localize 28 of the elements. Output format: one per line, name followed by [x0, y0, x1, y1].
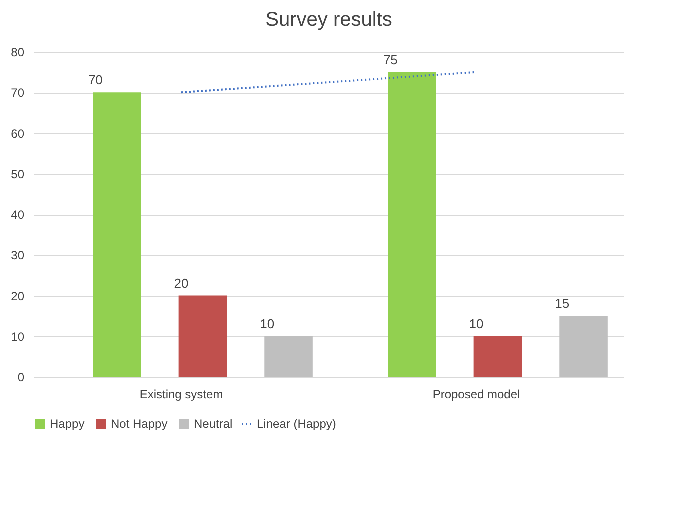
data-label: 15 [555, 296, 570, 312]
bar [560, 316, 608, 377]
y-tick-label: 50 [11, 167, 25, 182]
data-label: 10 [469, 316, 484, 332]
y-tick-label: 10 [11, 330, 25, 344]
legend-label: Neutral [194, 417, 233, 431]
bar [388, 72, 436, 377]
x-tick-label: Proposed model [432, 388, 520, 402]
bar [93, 92, 142, 377]
y-tick-label: 20 [11, 289, 25, 304]
x-tick-label: Existing system [140, 388, 224, 402]
chart-title: Survey results [266, 9, 392, 31]
bar [264, 336, 313, 377]
data-label: 10 [260, 316, 275, 332]
y-tick-label: 30 [11, 248, 25, 263]
legend-label: Not Happy [111, 417, 168, 431]
data-label: 20 [174, 276, 189, 291]
legend-label: Happy [50, 417, 85, 431]
data-label: 70 [88, 72, 103, 88]
bar [474, 336, 522, 377]
y-tick-label: 60 [11, 126, 25, 141]
y-tick-label: 40 [11, 208, 25, 222]
bar [178, 296, 228, 377]
y-tick-label: 70 [11, 86, 25, 100]
legend-label: Linear (Happy) [257, 417, 336, 431]
data-label: 75 [383, 52, 398, 68]
y-tick-label: 80 [11, 46, 25, 60]
y-tick-label: 0 [18, 370, 25, 384]
